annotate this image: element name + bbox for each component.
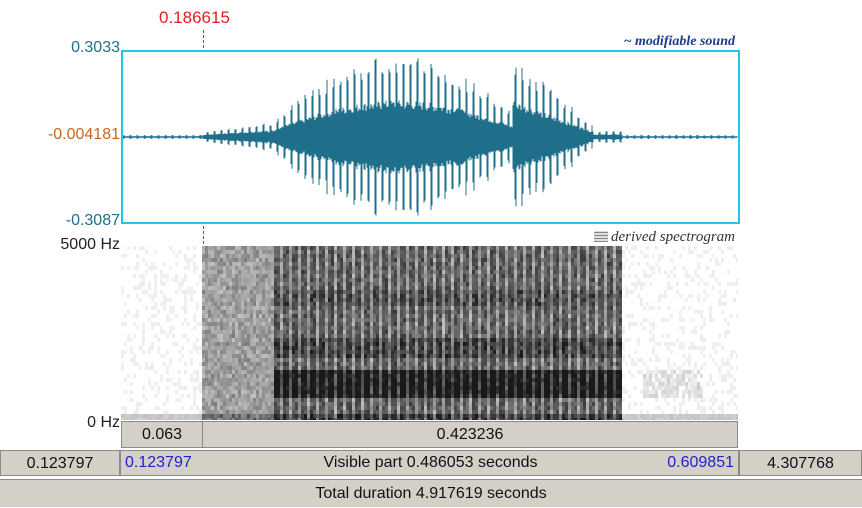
spectrogram-plot <box>121 246 738 420</box>
waveform-min-label: -0.3087 <box>65 212 120 229</box>
window-end-time[interactable]: 4.307768 <box>739 450 862 476</box>
waveform-max-label: 0.3033 <box>71 39 120 56</box>
waveform-panel[interactable] <box>121 50 740 224</box>
selection-segment-left[interactable]: 0.063 <box>121 421 203 448</box>
total-duration-bar[interactable]: Total duration 4.917619 seconds <box>0 479 862 507</box>
visible-start-time: 0.123797 <box>125 454 192 471</box>
waveform-plot <box>123 58 738 216</box>
spectrogram-title: derived spectrogram <box>611 229 735 245</box>
spectrogram-panel[interactable] <box>121 246 738 420</box>
waveform-title: ~ modifiable sound <box>623 34 735 49</box>
spectrogram-cells <box>121 246 738 420</box>
waveform-trace <box>123 58 738 216</box>
spectrogram-top-label: 5000 Hz <box>60 236 120 253</box>
spectrogram-icon <box>594 231 608 242</box>
visible-end-time: 0.609851 <box>667 454 734 471</box>
cursor-line[interactable] <box>203 30 204 420</box>
waveform-mid-label: -0.004181 <box>47 126 120 143</box>
visible-part-bar[interactable]: 0.123797 Visible part 0.486053 seconds 0… <box>120 450 739 476</box>
visible-part-label: Visible part 0.486053 seconds <box>323 454 538 471</box>
selection-segment-right[interactable]: 0.423236 <box>202 421 738 448</box>
window-start-time[interactable]: 0.123797 <box>0 450 120 476</box>
cursor-time-label: 0.186615 <box>159 8 230 27</box>
spectrogram-title-wrap: derived spectrogram <box>594 229 735 246</box>
spectrogram-bottom-label: 0 Hz <box>87 414 120 431</box>
